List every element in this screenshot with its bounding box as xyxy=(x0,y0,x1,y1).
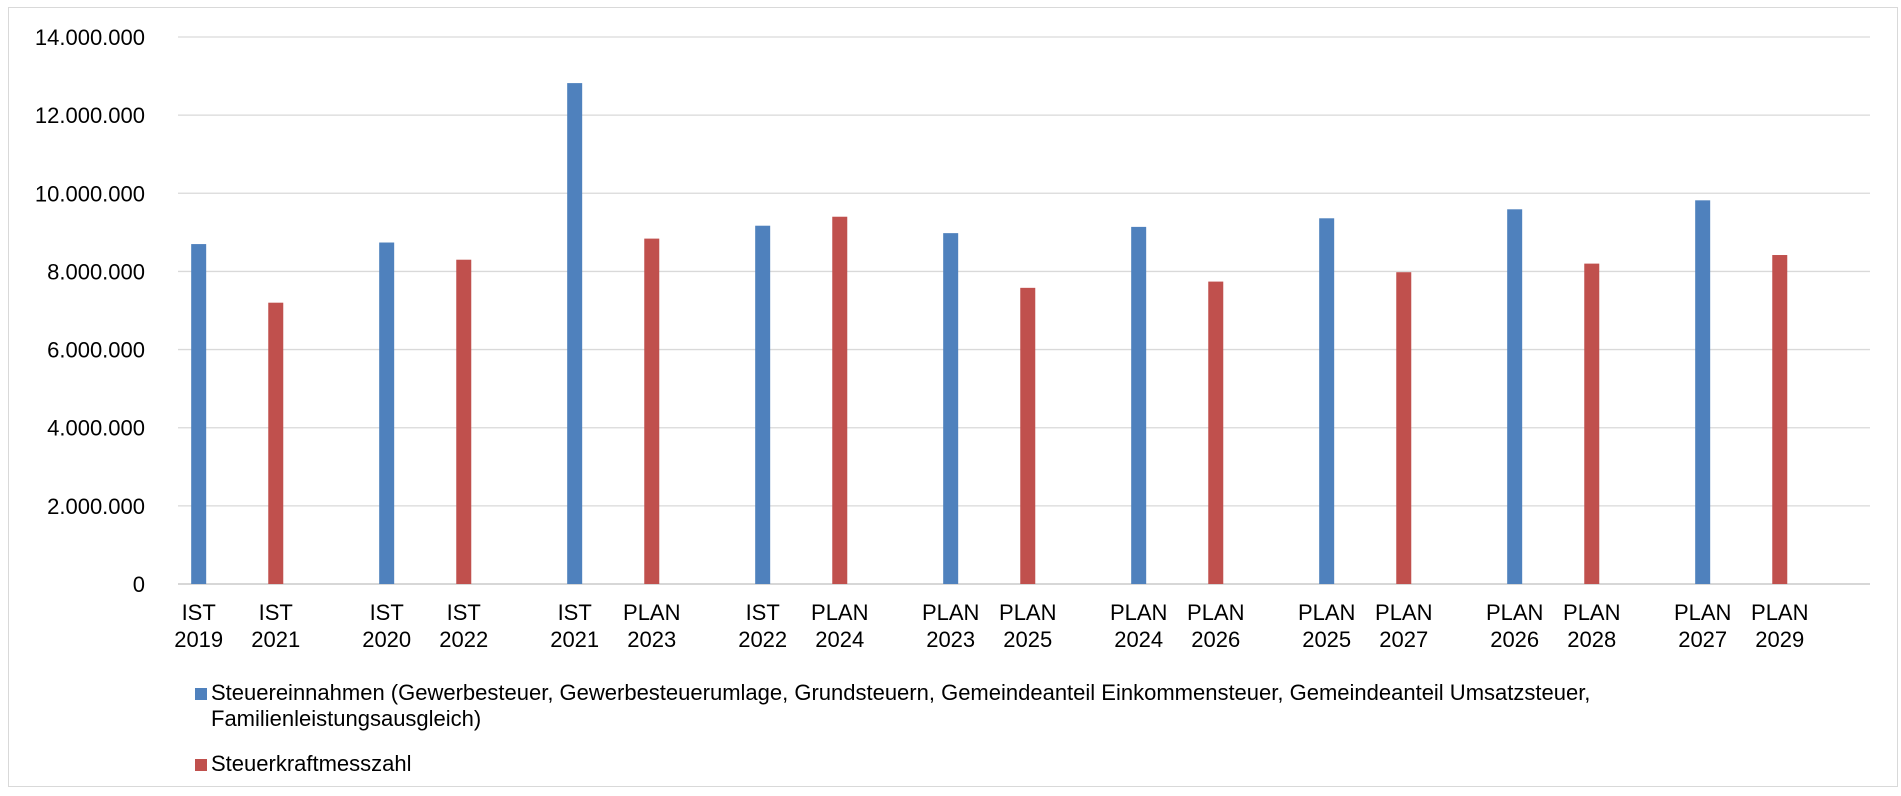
bar-steuerkraftmesszahl xyxy=(456,259,472,584)
bar-steuereinnahmen xyxy=(1507,209,1523,584)
bar-steuereinnahmen xyxy=(191,244,207,585)
x-tick-label: IST 2020 xyxy=(362,600,411,652)
x-tick-label: IST 2022 xyxy=(439,600,488,652)
bar-steuerkraftmesszahl xyxy=(1020,287,1036,584)
x-tick-label: PLAN 2027 xyxy=(1674,600,1731,652)
x-tick-label: PLAN 2028 xyxy=(1563,600,1620,652)
y-tick-label: 10.000.000 xyxy=(35,181,145,206)
legend-label-steuerkraftmesszahl: Steuerkraftmesszahl xyxy=(211,751,412,776)
bar-steuereinnahmen xyxy=(1131,226,1147,584)
x-axis-ticks: IST 2019 IST 2021 IST 2020 IST 2022 IST 2021 PLAN 2… xyxy=(174,600,1808,652)
y-tick-label: 2.000.000 xyxy=(47,494,145,519)
legend-item-steuerkraftmesszahl: Steuerkraftmesszahl xyxy=(195,751,1795,777)
bar-steuereinnahmen xyxy=(1695,200,1711,584)
x-tick-label: IST 2019 xyxy=(174,600,223,652)
bar-steuerkraftmesszahl xyxy=(832,216,848,584)
x-tick-label: PLAN 2026 xyxy=(1486,600,1543,652)
y-tick-label: 8.000.000 xyxy=(47,259,145,284)
bar-steuerkraftmesszahl xyxy=(268,302,284,584)
y-tick-label: 6.000.000 xyxy=(47,338,145,363)
legend-swatch-steuerkraftmesszahl xyxy=(195,759,207,771)
x-tick-label: IST 2021 xyxy=(251,600,300,652)
legend-label-steuereinnahmen: Steuereinnahmen (Gewerbesteuer, Gewerbes… xyxy=(211,680,1591,731)
bar-steuerkraftmesszahl xyxy=(1396,272,1412,584)
x-tick-label: PLAN 2029 xyxy=(1751,600,1808,652)
y-tick-label: 12.000.000 xyxy=(35,103,145,128)
y-tick-label: 4.000.000 xyxy=(47,416,145,441)
x-tick-label: PLAN 2025 xyxy=(1298,600,1355,652)
x-tick-label: IST 2021 xyxy=(550,600,599,652)
bar-steuereinnahmen xyxy=(1319,218,1335,584)
x-tick-label: IST 2022 xyxy=(738,600,787,652)
x-tick-label: PLAN 2025 xyxy=(999,600,1056,652)
legend: Steuereinnahmen (Gewerbesteuer, Gewerbes… xyxy=(195,680,1795,796)
bars xyxy=(191,83,1788,585)
legend-item-steuereinnahmen: Steuereinnahmen (Gewerbesteuer, Gewerbes… xyxy=(195,680,1795,732)
bar-steuereinnahmen xyxy=(943,233,959,585)
bar-steuerkraftmesszahl xyxy=(1208,281,1224,584)
bar-steuereinnahmen xyxy=(755,225,771,584)
bar-steuerkraftmesszahl xyxy=(1584,263,1600,584)
y-tick-label: 14.000.000 xyxy=(35,25,145,50)
x-tick-label: PLAN 2026 xyxy=(1187,600,1244,652)
legend-swatch-steuereinnahmen xyxy=(195,688,207,700)
x-tick-label: PLAN 2024 xyxy=(1110,600,1167,652)
x-tick-label: PLAN 2023 xyxy=(922,600,979,652)
y-axis-ticks: 0 2.000.000 4.000.000 6.000.000 8.000.000 10.… xyxy=(35,25,145,597)
x-tick-label: PLAN 2024 xyxy=(811,600,868,652)
bar-steuerkraftmesszahl xyxy=(644,238,660,584)
x-tick-label: PLAN 2027 xyxy=(1375,600,1432,652)
bar-steuereinnahmen xyxy=(379,242,395,584)
bar-steuereinnahmen xyxy=(567,83,583,585)
x-tick-label: PLAN 2023 xyxy=(623,600,680,652)
y-tick-label: 0 xyxy=(133,572,145,597)
bar-steuerkraftmesszahl xyxy=(1772,255,1788,585)
